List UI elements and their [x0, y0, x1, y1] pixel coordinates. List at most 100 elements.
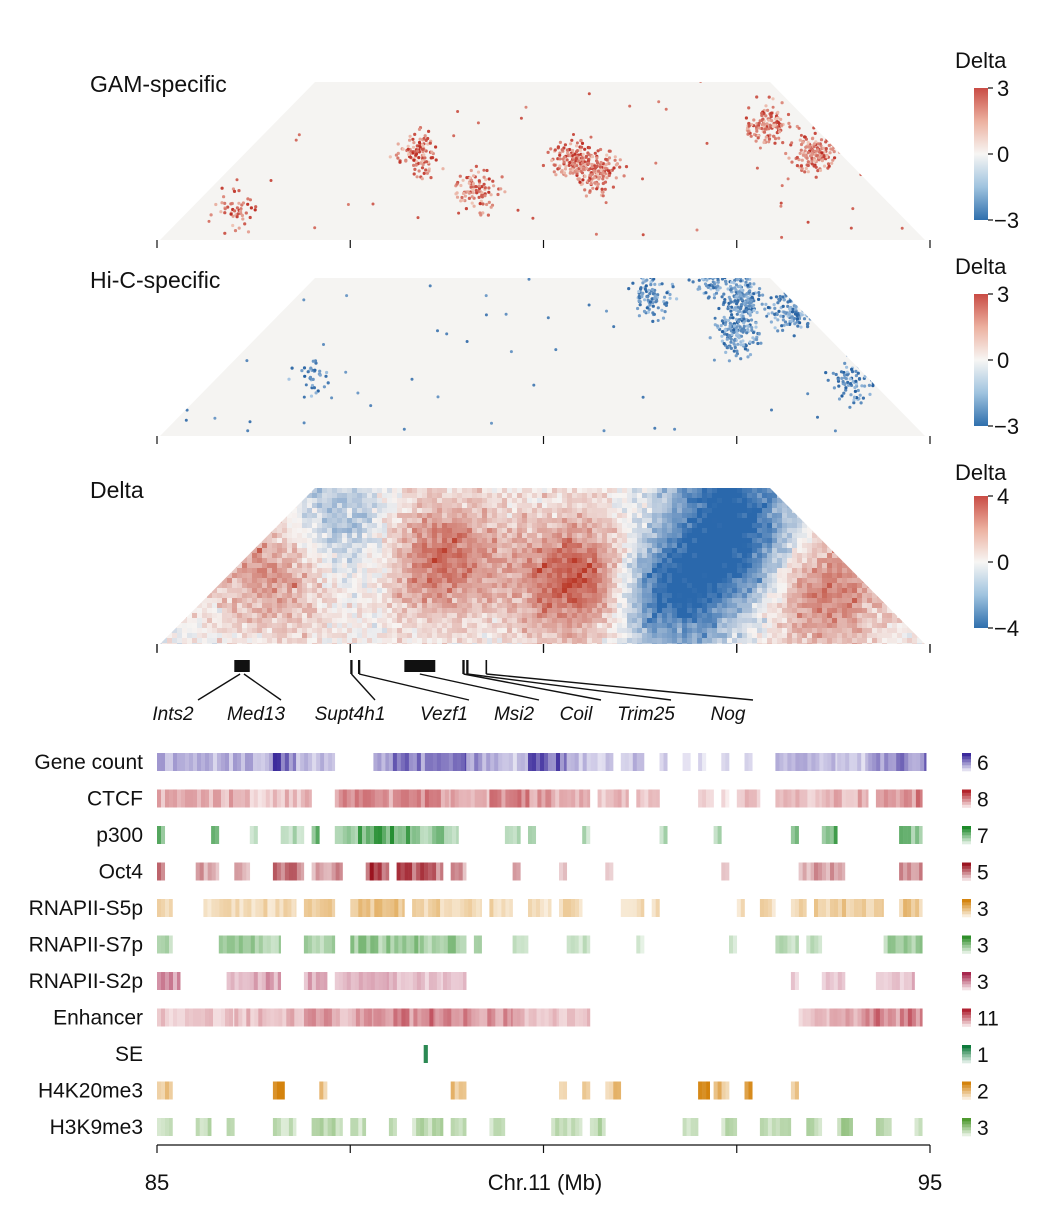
delta-pixel [357, 578, 362, 583]
delta-pixel [237, 503, 242, 508]
contact-dot [596, 257, 599, 260]
delta-pixel [512, 518, 517, 523]
delta-pixel [427, 588, 432, 593]
delta-pixel [792, 543, 797, 548]
delta-pixel [672, 493, 677, 498]
delta-pixel [397, 568, 402, 573]
delta-pixel [767, 568, 772, 573]
delta-pixel [527, 583, 532, 588]
delta-pixel [562, 573, 567, 578]
delta-pixel [492, 558, 497, 563]
contact-dot [700, 270, 703, 273]
delta-pixel [432, 538, 437, 543]
delta-pixel [567, 573, 572, 578]
contact-dot [749, 340, 752, 343]
delta-pixel [412, 488, 417, 493]
delta-pixel [447, 488, 452, 493]
contact-dot [736, 343, 739, 346]
delta-pixel [317, 578, 322, 583]
delta-pixel [762, 548, 767, 553]
delta-pixel [407, 498, 412, 503]
delta-pixel [482, 508, 487, 513]
delta-pixel [497, 498, 502, 503]
delta-pixel [367, 543, 372, 548]
delta-pixel [697, 488, 702, 493]
contact-dot [800, 134, 803, 137]
delta-pixel [647, 533, 652, 538]
delta-pixel [542, 543, 547, 548]
contact-dot [709, 336, 712, 339]
delta-pixel [567, 488, 572, 493]
delta-pixel [442, 563, 447, 568]
contact-dot [799, 139, 802, 142]
delta-pixel [637, 548, 642, 553]
contact-dot [788, 307, 791, 310]
delta-pixel [842, 533, 847, 538]
delta-pixel [677, 583, 682, 588]
delta-pixel [572, 553, 577, 558]
delta-pixel [417, 583, 422, 588]
delta-pixel [447, 528, 452, 533]
delta-pixel [742, 588, 747, 593]
delta-pixel [837, 568, 842, 573]
delta-pixel [642, 533, 647, 538]
delta-pixel [452, 493, 457, 498]
delta-pixel [747, 553, 752, 558]
contact-dot [421, 159, 424, 162]
delta-pixel [372, 528, 377, 533]
contact-dot [581, 156, 584, 159]
delta-pixel [732, 553, 737, 558]
delta-pixel [552, 493, 557, 498]
delta-pixel [702, 543, 707, 548]
delta-pixel [812, 488, 817, 493]
delta-pixel [452, 508, 457, 513]
delta-pixel [447, 538, 452, 543]
delta-pixel [407, 583, 412, 588]
delta-pixel [732, 568, 737, 573]
delta-pixel [217, 543, 222, 548]
delta-pixel [847, 578, 852, 583]
delta-pixel [792, 553, 797, 558]
delta-pixel [162, 543, 167, 548]
delta-pixel [532, 518, 537, 523]
delta-pixel [372, 558, 377, 563]
delta-pixel [867, 528, 872, 533]
delta-pixel [417, 488, 422, 493]
contact-dot [742, 327, 745, 330]
delta-pixel [282, 568, 287, 573]
panel-hic-specific: Hi-C-specific Delta 3 0 −3 [90, 245, 1038, 444]
delta-pixel [372, 513, 377, 518]
contact-dot [723, 276, 726, 279]
delta-pixel [522, 488, 527, 493]
delta-pixel [622, 588, 627, 593]
delta-pixel [312, 508, 317, 513]
delta-pixel [212, 488, 217, 493]
delta-pixel [702, 493, 707, 498]
contact-dot [653, 283, 656, 286]
delta-pixel [782, 583, 787, 588]
delta-pixel [582, 583, 587, 588]
delta-pixel [377, 588, 382, 593]
delta-pixel [362, 563, 367, 568]
contact-dot [719, 271, 722, 274]
delta-pixel [392, 543, 397, 548]
contact-dot [756, 311, 759, 314]
delta-pixel [842, 538, 847, 543]
delta-pixel [587, 533, 592, 538]
delta-pixel [862, 503, 867, 508]
delta-pixel [467, 558, 472, 563]
delta-pixel [312, 588, 317, 593]
contact-dot [532, 384, 535, 387]
contact-dot [765, 136, 768, 139]
delta-pixel [582, 553, 587, 558]
delta-pixel [892, 588, 897, 593]
delta-pixel [762, 528, 767, 533]
delta-pixel [197, 593, 202, 598]
delta-pixel [582, 543, 587, 548]
delta-pixel [667, 523, 672, 528]
delta-pixel [502, 578, 507, 583]
delta-pixel [487, 558, 492, 563]
delta-pixel [367, 563, 372, 568]
delta-pixel [257, 503, 262, 508]
delta-pixel [432, 513, 437, 518]
